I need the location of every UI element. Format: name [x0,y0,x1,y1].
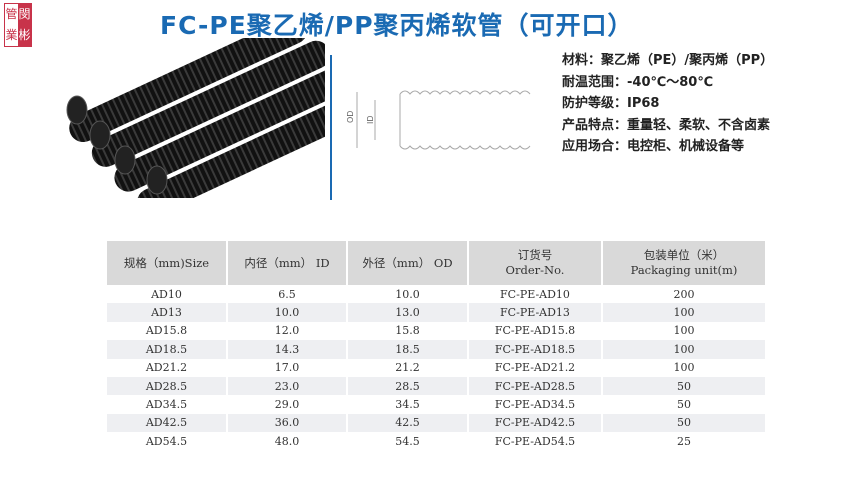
table-cell: 50 [601,376,767,396]
page-title: FC-PE聚乙烯/PP聚丙烯软管（可开口） [160,11,634,40]
table-cell: AD42.5 [105,413,228,433]
table-cell: 13.0 [346,303,469,322]
divider [330,55,332,200]
column-header: 包装单位（米） Packaging unit(m) [601,241,767,285]
table-cell: 42.5 [346,413,469,433]
table-cell: AD21.2 [105,358,228,377]
table-cell: FC-PE-AD15.8 [467,321,603,341]
column-header: 外径（mm） OD [346,241,469,285]
table-cell: 12.0 [226,321,348,341]
table-cell: 25 [601,432,767,451]
table-cell: 10.0 [346,285,469,304]
spec-table: 规格（mm)Size 内径（mm） ID 外径（mm） OD 订货号 Order-No.… [105,241,767,451]
table-cell: AD13 [105,303,228,322]
logo-char: 管 [5,7,18,21]
column-header: 订货号 Order-No. [467,241,603,285]
table-cell: 18.5 [346,340,469,359]
table-cell: 23.0 [226,376,348,396]
table-cell: 100 [601,358,767,377]
table-cell: 14.3 [226,340,348,359]
table-cell: 54.5 [346,432,469,451]
table-row: AD15.8 12.0 15.8 FC-PE-AD15.8 100 [105,321,767,341]
table-cell: AD18.5 [105,340,228,359]
id-label: ID [366,115,375,124]
table-cell: FC-PE-AD18.5 [467,340,603,359]
table-cell: 100 [601,321,767,341]
column-header: 规格（mm)Size [105,241,228,285]
spec-protection: 防护等级：IP68 [562,96,660,111]
table-cell: 100 [601,303,767,322]
table-cell: 15.8 [346,321,469,341]
table-cell: FC-PE-AD13 [467,303,603,322]
hose-product-image [66,38,325,198]
table-row: AD10 6.5 10.0 FC-PE-AD10 200 [105,285,767,304]
table-cell: 36.0 [226,413,348,433]
column-header-text: 规格（mm)Size [123,255,210,270]
column-header-text: 外径（mm） OD [362,255,453,270]
table-cell: 21.2 [346,358,469,377]
table-cell: FC-PE-AD10 [467,285,603,304]
table-cell: FC-PE-AD42.5 [467,413,603,433]
hose-dimension-diagram: OD ID [346,90,531,150]
table-row: AD21.2 17.0 21.2 FC-PE-AD21.2 100 [105,358,767,377]
column-header-text: 内径（mm） ID [244,255,330,270]
table-cell: FC-PE-AD21.2 [467,358,603,377]
table-cell: AD34.5 [105,395,228,414]
column-header-text: 包装单位（米） [643,248,725,262]
table-cell: 10.0 [226,303,348,322]
column-header: 内径（mm） ID [226,241,348,285]
table-cell: FC-PE-AD34.5 [467,395,603,414]
logo-char: 閔 [18,4,31,25]
table-row: AD42.5 36.0 42.5 FC-PE-AD42.5 50 [105,413,767,433]
table-cell: 48.0 [226,432,348,451]
spec-application: 应用场合：电控柜、机械设备等 [562,139,745,154]
column-header-text: Packaging unit(m) [630,263,738,277]
table-cell: 29.0 [226,395,348,414]
table-row: AD54.5 48.0 54.5 FC-PE-AD54.5 25 [105,432,767,451]
table-row: AD28.5 23.0 28.5 FC-PE-AD28.5 50 [105,376,767,396]
table-cell: 34.5 [346,395,469,414]
brand-logo: 管閔 業彬 [4,3,32,47]
logo-char: 業 [5,28,18,42]
table-row: AD34.5 29.0 34.5 FC-PE-AD34.5 50 [105,395,767,414]
table-cell: 50 [601,395,767,414]
column-header-text: Order-No. [505,263,565,277]
table-cell: 200 [601,285,767,304]
table-cell: AD10 [105,285,228,304]
column-header-text: 订货号 [517,248,553,262]
table-row: AD13 10.0 13.0 FC-PE-AD13 100 [105,303,767,322]
table-header: 规格（mm)Size 内径（mm） ID 外径（mm） OD 订货号 Order-No.… [105,241,767,285]
spec-features: 产品特点：重量轻、柔软、不含卤素 [562,117,771,133]
table-cell: 17.0 [226,358,348,377]
table-row: AD18.5 14.3 18.5 FC-PE-AD18.5 100 [105,340,767,359]
od-label: OD [346,111,355,123]
table-cell: FC-PE-AD28.5 [467,376,603,396]
table-cell: 6.5 [226,285,348,304]
table-cell: AD54.5 [105,432,228,451]
spec-temperature: 耐温范围：-40℃～80℃ [562,74,714,90]
table-cell: 50 [601,413,767,433]
table-cell: 28.5 [346,376,469,396]
spec-list: 材料：聚乙烯（PE）/聚丙烯（PP） 耐温范围：-40℃～80℃ 防护等级：IP… [562,50,773,158]
spec-material: 材料：聚乙烯（PE）/聚丙烯（PP） [562,53,774,68]
table-cell: FC-PE-AD54.5 [467,432,603,451]
table-cell: AD28.5 [105,376,228,396]
logo-char: 彬 [18,25,31,46]
table-cell: 100 [601,340,767,359]
table-cell: AD15.8 [105,321,228,341]
